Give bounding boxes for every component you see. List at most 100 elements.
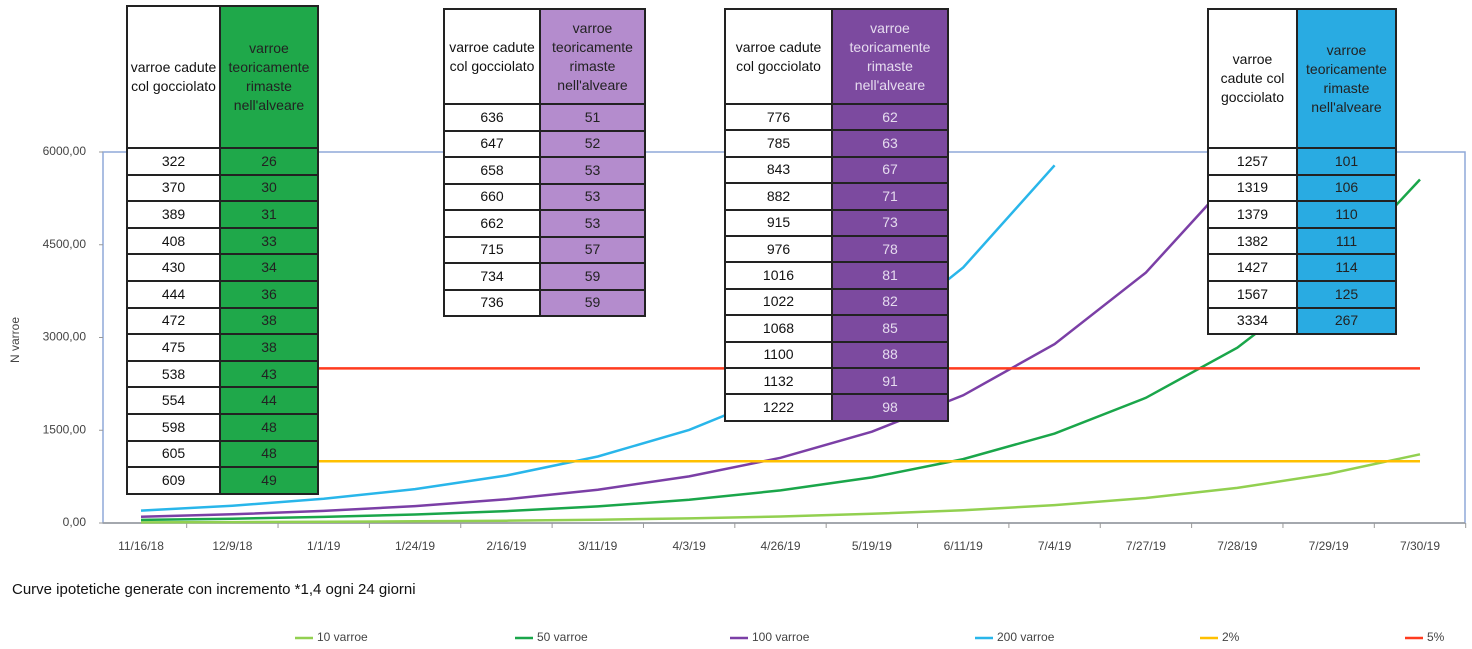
y-tick-label: 0,00 <box>63 515 87 529</box>
header-cell: varroe cadute col gocciolato <box>126 5 221 149</box>
legend-label: 100 varroe <box>752 630 810 644</box>
table-cell: 389 <box>126 200 221 229</box>
x-tick-label: 7/27/19 <box>1126 539 1166 553</box>
table-cell: 1068 <box>724 314 833 343</box>
table-cell: 785 <box>724 129 833 158</box>
x-tick-label: 4/26/19 <box>760 539 800 553</box>
table-cell: 111 <box>1296 226 1397 256</box>
table-cell: 44 <box>219 386 319 415</box>
data-table: varroe cadute col gocciolato varroe teori… <box>1207 8 1397 336</box>
series-line <box>140 453 1421 524</box>
table-cell: 1132 <box>724 366 833 396</box>
legend-label: 200 varroe <box>997 630 1055 644</box>
table-cell: 85 <box>831 314 949 343</box>
table-cell: 59 <box>539 262 646 291</box>
header-cell: varroe cadute col gocciolato <box>724 8 833 105</box>
x-tick-label: 7/28/19 <box>1217 539 1257 553</box>
data-table: varroe cadute col gocciolato varroe teori… <box>443 8 646 317</box>
table-cell: 125 <box>1296 279 1397 309</box>
x-tick-label: 6/11/19 <box>944 539 983 553</box>
header-cell: varroe cadute col gocciolato <box>1207 8 1298 149</box>
table-cell: 62 <box>831 102 949 132</box>
table-cell: 3334 <box>1207 306 1298 336</box>
table-cell: 1022 <box>724 287 833 317</box>
header-cell: varroe cadute col gocciolato <box>443 8 541 105</box>
data-table: varroe cadute col gocciolato varroe teori… <box>126 5 319 495</box>
table-cell: 88 <box>831 340 949 369</box>
table-cell: 67 <box>831 155 949 185</box>
table-cell: 82 <box>831 287 949 317</box>
legend-label: 50 varroe <box>537 630 588 644</box>
table-cell: 31 <box>219 200 319 229</box>
table-cell: 430 <box>126 253 221 282</box>
table-cell: 444 <box>126 279 221 309</box>
table-cell: 609 <box>126 466 221 495</box>
x-tick-label: 1/24/19 <box>395 539 435 553</box>
table-cell: 267 <box>1296 306 1397 336</box>
x-tick-label: 4/3/19 <box>672 539 706 553</box>
x-tick-label: 7/30/19 <box>1400 539 1440 553</box>
table-cell: 52 <box>539 129 646 158</box>
table-cell: 114 <box>1296 253 1397 282</box>
table-cell: 538 <box>126 359 221 389</box>
table-cell: 1382 <box>1207 226 1298 256</box>
table-cell: 98 <box>831 393 949 422</box>
x-tick-label: 7/4/19 <box>1038 539 1072 553</box>
table-cell: 38 <box>219 333 319 362</box>
table-cell: 1427 <box>1207 253 1298 282</box>
table-cell: 78 <box>831 234 949 264</box>
x-tick-label: 11/16/18 <box>118 539 164 553</box>
table-cell: 53 <box>539 209 646 238</box>
header-cell: varroe teoricamente rimaste nell'alveare <box>539 8 646 105</box>
table-cell: 49 <box>219 466 319 495</box>
table-cell: 38 <box>219 306 319 336</box>
table-cell: 57 <box>539 235 646 264</box>
y-tick-label: 6000,00 <box>43 144 87 158</box>
series-line <box>140 178 1421 522</box>
table-cell: 1100 <box>724 340 833 369</box>
table-cell: 370 <box>126 173 221 203</box>
y-axis-label: N varroe <box>8 317 22 363</box>
legend-label: 10 varroe <box>317 630 368 644</box>
table-cell: 106 <box>1296 173 1397 203</box>
table-cell: 36 <box>219 279 319 309</box>
y-tick-label: 1500,00 <box>43 422 87 436</box>
legend-label: 5% <box>1427 630 1445 644</box>
x-tick-label: 12/9/18 <box>212 539 252 553</box>
table-cell: 658 <box>443 156 541 185</box>
caption: Curve ipotetiche generate con incremento… <box>12 581 416 598</box>
table-cell: 91 <box>831 366 949 396</box>
table-cell: 408 <box>126 226 221 256</box>
table-cell: 30 <box>219 173 319 203</box>
table-cell: 776 <box>724 102 833 132</box>
table-cell: 110 <box>1296 200 1397 229</box>
y-tick-label: 3000,00 <box>43 330 87 344</box>
table-cell: 662 <box>443 209 541 238</box>
header-cell: varroe teoricamente rimaste nell'alveare <box>831 8 949 105</box>
table-cell: 915 <box>724 208 833 237</box>
table-cell: 53 <box>539 182 646 211</box>
x-tick-label: 3/11/19 <box>578 539 617 553</box>
series-line <box>140 171 1239 519</box>
table-cell: 472 <box>126 306 221 336</box>
table-cell: 554 <box>126 386 221 415</box>
table-cell: 34 <box>219 253 319 282</box>
table-cell: 48 <box>219 439 319 469</box>
table-cell: 636 <box>443 103 541 132</box>
header-cell: varroe teoricamente rimaste nell'alveare <box>1296 8 1397 149</box>
table-cell: 1016 <box>724 261 833 290</box>
table-cell: 1567 <box>1207 279 1298 309</box>
table-cell: 715 <box>443 235 541 264</box>
table-cell: 53 <box>539 156 646 185</box>
table-cell: 1379 <box>1207 200 1298 229</box>
table-cell: 43 <box>219 359 319 389</box>
table-cell: 843 <box>724 155 833 185</box>
table-cell: 101 <box>1296 147 1397 176</box>
table-cell: 976 <box>724 234 833 264</box>
table-cell: 598 <box>126 412 221 442</box>
table-cell: 59 <box>539 288 646 317</box>
table-cell: 605 <box>126 439 221 469</box>
data-table: varroe cadute col gocciolato varroe teori… <box>724 8 949 422</box>
x-tick-label: 1/1/19 <box>307 539 341 553</box>
